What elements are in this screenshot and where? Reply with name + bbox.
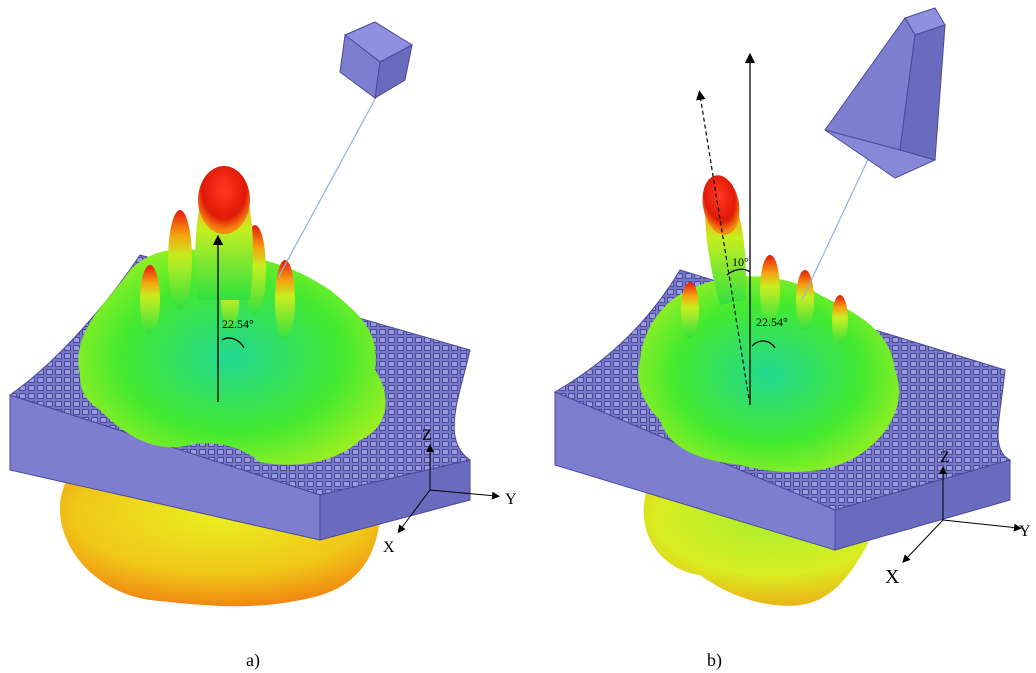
panel-b: 10° 22.54° Z Y X	[553, 7, 1031, 606]
angle-arc-a	[221, 337, 245, 349]
angle-label-a: 22.54°	[222, 317, 254, 331]
incident-beam-a	[277, 89, 381, 279]
horn-antenna-a	[339, 21, 414, 99]
angle-label-tilt-b: 10°	[732, 255, 749, 269]
angle-arc-main-b	[751, 340, 776, 349]
incident-beam-b	[801, 154, 871, 301]
axis-label-z-b: Z	[940, 449, 950, 466]
main-lobe-peak-a	[198, 166, 250, 234]
axis-label-x-b: X	[885, 566, 900, 588]
axis-label-x-a: X	[383, 539, 395, 556]
tilted-arrow-b	[696, 90, 751, 406]
angle-arc-tilt-b	[726, 268, 751, 276]
axes-a: Z Y X	[383, 427, 517, 556]
surface-side-a	[319, 459, 471, 541]
axis-label-y-b: Y	[1019, 523, 1031, 540]
axes-b: Z Y X	[885, 449, 1031, 588]
angle-label-main-b: 22.54°	[756, 315, 788, 329]
axis-label-z-a: Z	[422, 427, 432, 444]
side-lobes-b	[681, 255, 848, 345]
main-lobe-peak-b	[702, 175, 740, 235]
panel-label-a: a)	[246, 650, 260, 670]
axis-label-y-a: Y	[505, 491, 517, 508]
horn-antenna-b	[824, 7, 946, 179]
panel-a: 22.54° Z Y X	[8, 21, 517, 607]
panel-label-b: b)	[707, 650, 722, 670]
surface-side-b	[834, 459, 1011, 551]
